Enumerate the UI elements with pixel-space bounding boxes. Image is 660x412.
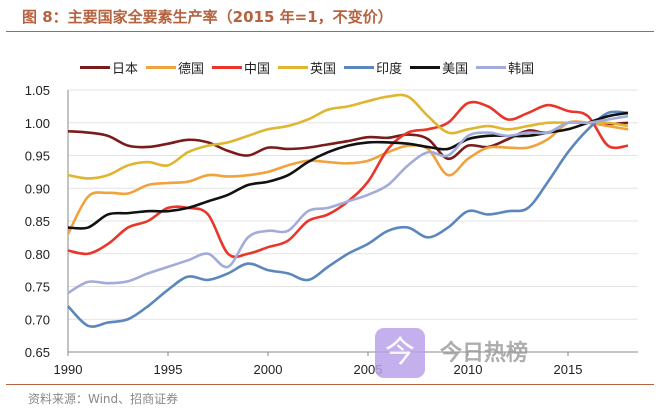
series-line-0 <box>67 120 629 161</box>
legend-swatch <box>212 66 243 69</box>
figure-title: 图 8：主要国家全要素生产率（2015 年=1，不变价） <box>22 8 393 26</box>
legend-item: 中国 <box>212 58 270 77</box>
series-line-4 <box>67 110 629 328</box>
watermark-text: 今日热榜 <box>440 341 529 366</box>
legend-item: 韩国 <box>476 58 534 77</box>
footer-divider <box>6 384 654 385</box>
title-divider <box>6 31 654 32</box>
y-tick-label: 1.05 <box>25 83 50 98</box>
chart-legend: 日本 德国 中国 英国 印度 美国 韩国 <box>80 58 534 77</box>
legend-label: 日本 <box>112 62 139 77</box>
legend-item: 英国 <box>278 58 336 77</box>
series-line-3 <box>67 93 629 180</box>
legend-item: 德国 <box>146 58 204 77</box>
legend-label: 德国 <box>178 62 205 77</box>
legend-label: 印度 <box>376 62 403 77</box>
y-tick-label: 0.75 <box>25 280 50 295</box>
legend-swatch <box>278 66 309 69</box>
legend-swatch <box>80 66 110 69</box>
legend-item: 日本 <box>80 58 138 77</box>
series-line-1 <box>66 120 629 235</box>
y-tick-label: 0.90 <box>25 181 50 196</box>
y-tick-label: 1.00 <box>25 116 50 131</box>
watermark-logo: 今 <box>375 328 425 378</box>
x-tick-label: 2000 <box>254 362 283 377</box>
source-note: 资料来源：Wind、招商证券 <box>28 392 179 406</box>
y-tick-label: 0.95 <box>25 149 50 164</box>
y-tick-label: 0.80 <box>25 247 50 262</box>
y-tick-label: 0.70 <box>25 312 50 327</box>
x-tick-label: 2015 <box>554 362 583 377</box>
legend-label: 英国 <box>310 62 337 77</box>
legend-label: 中国 <box>244 62 271 77</box>
series-line-2 <box>67 100 629 259</box>
legend-item: 美国 <box>410 58 468 77</box>
x-tick-label: 1990 <box>54 362 83 377</box>
legend-swatch <box>146 66 177 69</box>
legend-label: 美国 <box>442 62 469 77</box>
legend-label: 韩国 <box>508 62 535 77</box>
series-line-5 <box>67 111 629 230</box>
x-tick-label: 2010 <box>454 362 483 377</box>
legend-swatch <box>476 66 507 69</box>
y-tick-label: 0.65 <box>25 345 50 360</box>
legend-swatch <box>410 66 441 69</box>
series-line-6 <box>67 114 629 295</box>
legend-item: 印度 <box>344 58 402 77</box>
legend-swatch <box>344 66 375 69</box>
y-tick-label: 0.85 <box>25 214 50 229</box>
x-tick-label: 1995 <box>154 362 183 377</box>
